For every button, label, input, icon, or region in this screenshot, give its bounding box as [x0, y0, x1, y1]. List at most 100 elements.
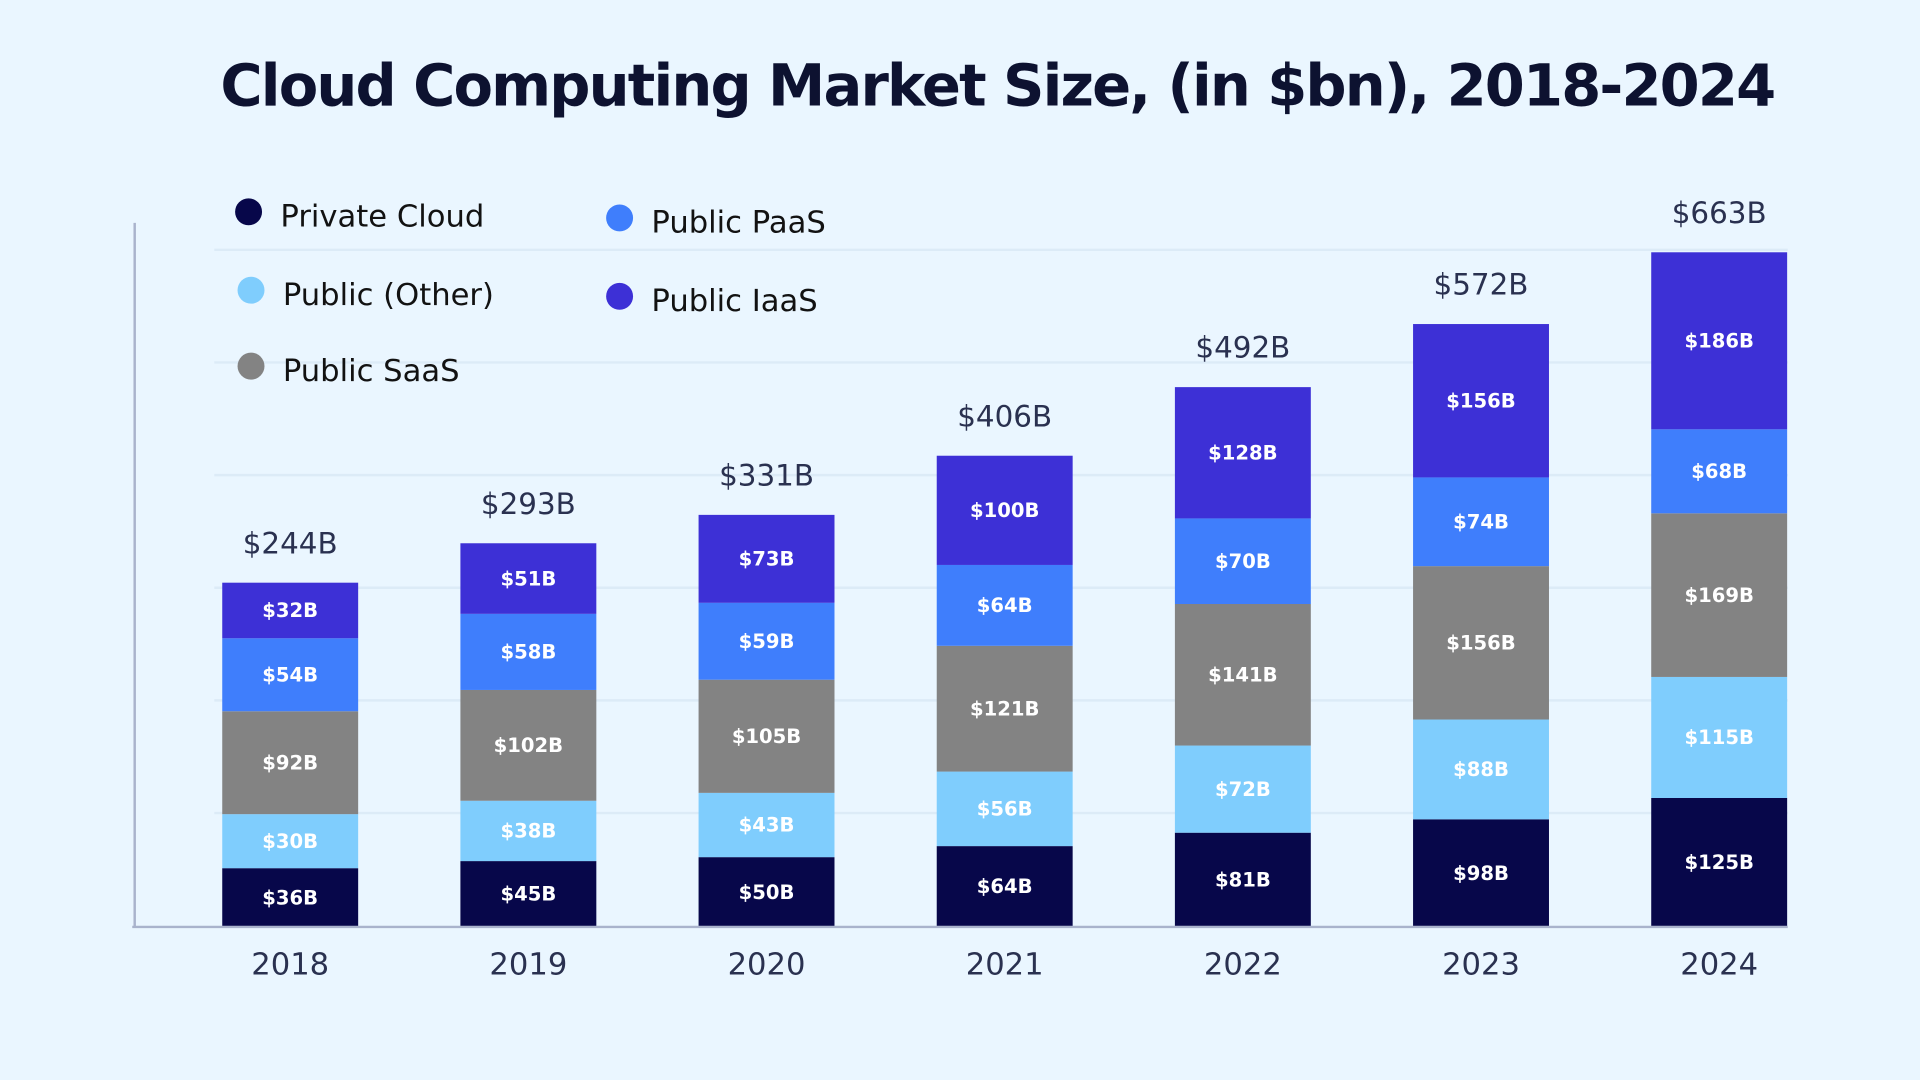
total-label: $244B	[243, 526, 338, 560]
segment-value-label: $59B	[739, 630, 795, 653]
total-label: $572B	[1434, 268, 1529, 302]
total-label: $331B	[719, 458, 814, 492]
bar-segment	[222, 711, 359, 815]
bar-segment	[1651, 429, 1788, 514]
x-tick-label: 2023	[1442, 948, 1520, 983]
bar-segment	[936, 846, 1073, 927]
bar-segment	[1174, 832, 1311, 927]
bar-segment	[698, 857, 835, 927]
legend-swatch	[606, 204, 634, 232]
segment-value-label: $64B	[977, 594, 1033, 617]
segment-value-label: $125B	[1684, 851, 1753, 874]
bar-segment	[1174, 387, 1311, 519]
bar-segment	[222, 638, 359, 712]
legend-item: Public IaaS	[606, 282, 818, 319]
bar-segment	[936, 564, 1073, 646]
legend-item: Public (Other)	[237, 276, 494, 313]
segment-value-label: $115B	[1684, 726, 1753, 749]
segment-value-label: $64B	[977, 875, 1033, 898]
legend-label: Public (Other)	[283, 278, 494, 313]
bar-segment	[698, 514, 835, 603]
legend-swatch	[237, 352, 265, 380]
bar-segment	[460, 861, 597, 927]
segment-value-label: $186B	[1684, 330, 1753, 353]
bar-segment	[698, 602, 835, 680]
segment-value-label: $128B	[1208, 442, 1277, 465]
legend-swatch	[606, 282, 634, 310]
segment-value-label: $32B	[262, 599, 318, 622]
segment-value-label: $36B	[262, 886, 318, 909]
segment-value-label: $102B	[494, 734, 563, 757]
bar-segment	[222, 868, 359, 927]
bar-segment	[1413, 819, 1549, 927]
segment-value-label: $169B	[1684, 584, 1753, 607]
bar-segment	[1413, 719, 1549, 820]
total-label: $293B	[481, 487, 576, 521]
bar-segment	[460, 543, 597, 614]
segment-value-label: $74B	[1453, 511, 1509, 534]
bar-segment	[1174, 745, 1311, 833]
segment-value-label: $58B	[500, 641, 556, 664]
x-tick-label: 2022	[1204, 948, 1282, 983]
segment-value-label: $105B	[732, 725, 801, 748]
x-tick-label: 2019	[489, 948, 567, 983]
segment-value-label: $73B	[739, 548, 795, 571]
legend-label: Public PaaS	[651, 206, 825, 241]
x-tick-label: 2021	[966, 948, 1044, 983]
segment-value-label: $156B	[1446, 389, 1515, 412]
bar-segment	[1651, 252, 1788, 430]
legend-label: Public SaaS	[283, 354, 460, 389]
chart-title: Cloud Computing Market Size, (in $bn), 2…	[220, 52, 1774, 119]
bar-segment	[698, 679, 835, 793]
bar-segment	[936, 455, 1073, 565]
total-label: $492B	[1195, 331, 1290, 365]
bar-group-2018: $36B $30B $92B $54B $32B $244B 2018	[222, 526, 359, 983]
legend-swatch	[237, 276, 265, 304]
legend-item: Public SaaS	[237, 352, 460, 389]
bar-segment	[1651, 798, 1788, 927]
segment-value-label: $30B	[262, 830, 318, 853]
segment-value-label: $51B	[500, 567, 556, 590]
segment-value-label: $92B	[262, 751, 318, 774]
bar-group-2024: $125B $115B $169B $68B $186B $663B 2024	[1651, 196, 1788, 983]
bar-segment	[936, 771, 1073, 847]
bar-segment	[698, 792, 835, 858]
segment-value-label: $70B	[1215, 550, 1271, 573]
bar-segment	[1174, 603, 1311, 746]
bar-segment	[1413, 566, 1549, 720]
segment-value-label: $141B	[1208, 663, 1277, 686]
bar-group-2022: $81B $72B $141B $70B $128B $492B 2022	[1174, 331, 1311, 983]
segment-value-label: $56B	[977, 798, 1033, 821]
bar-segment	[1651, 513, 1788, 677]
segment-value-label: $98B	[1453, 862, 1509, 885]
segment-value-label: $54B	[262, 663, 318, 686]
x-tick-label: 2020	[728, 948, 806, 983]
segment-value-label: $43B	[739, 814, 795, 837]
legend-label: Public IaaS	[651, 284, 817, 319]
total-label: $406B	[957, 399, 1052, 433]
segment-value-label: $88B	[1453, 758, 1509, 781]
segment-value-label: $100B	[970, 499, 1039, 522]
bar-segment	[222, 814, 359, 869]
bar-segment	[1413, 477, 1549, 567]
bar-segment	[1413, 324, 1549, 478]
legend-item: Public PaaS	[606, 204, 826, 241]
bar-group-2023: $98B $88B $156B $74B $156B $572B 2023	[1413, 268, 1549, 983]
segment-value-label: $38B	[500, 820, 556, 843]
segment-value-label: $81B	[1215, 869, 1271, 892]
legend-swatch	[235, 198, 263, 226]
segment-value-label: $50B	[739, 881, 795, 904]
bar-segment	[460, 800, 597, 862]
bar-segment	[1174, 518, 1311, 604]
bar-segment	[460, 689, 597, 801]
bar-group-2019: $45B $38B $102B $58B $51B $293B 2019	[460, 487, 597, 983]
bar-segment	[222, 582, 359, 639]
legend-item: Private Cloud	[235, 198, 484, 235]
bar-segment	[936, 645, 1073, 772]
bars: $36B $30B $92B $54B $32B $244B 2018 $45B $38B $10…	[222, 196, 1788, 983]
bar-group-2021: $64B $56B $121B $64B $100B $406B 2021	[936, 399, 1073, 983]
x-tick-label: 2024	[1680, 948, 1758, 983]
legend-label: Private Cloud	[280, 200, 484, 235]
segment-value-label: $45B	[500, 883, 556, 906]
